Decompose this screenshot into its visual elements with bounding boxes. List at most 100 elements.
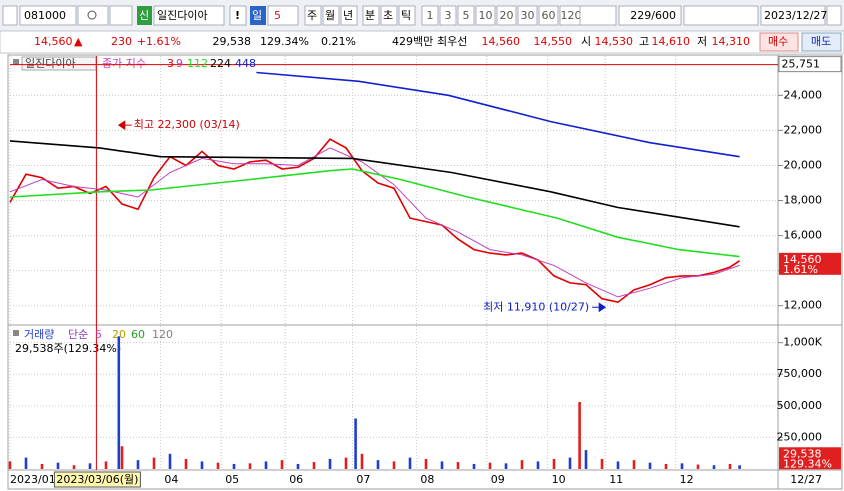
legend-entry: 224 (210, 57, 231, 70)
volume-bar (680, 463, 684, 469)
code-input[interactable] (19, 5, 77, 26)
x-tick-label: 11 (609, 473, 623, 486)
y-tick-label: 18,000 (784, 194, 823, 207)
ask: 14,560 (482, 35, 521, 48)
legend-entry: 448 (235, 57, 256, 70)
volume-bar (168, 453, 172, 469)
y-tick-label: 250,000 (777, 430, 823, 443)
series-line (9, 168, 740, 258)
credit-badge (137, 6, 152, 25)
interval-button[interactable] (538, 5, 559, 26)
x-tick-label: 04 (164, 473, 178, 486)
volume: 29,538 (213, 35, 252, 48)
volume-bar (200, 461, 204, 469)
interval-button[interactable] (439, 5, 457, 26)
price: 14,560 (34, 35, 73, 48)
annotation-arrow (117, 120, 132, 131)
interval-button[interactable] (496, 5, 517, 26)
interval-label: 60 (542, 9, 556, 22)
alert-button[interactable] (229, 5, 247, 26)
volume-bar (440, 461, 444, 469)
period-selected: 일 (252, 8, 262, 22)
calendar-button[interactable] (826, 5, 842, 26)
annotation: 최저 11,910 (10/27) (483, 300, 589, 313)
interval-label: 20 (500, 9, 514, 22)
legend-entry: 112 (187, 57, 208, 70)
period-button[interactable] (304, 5, 322, 26)
period-button[interactable] (340, 5, 358, 26)
volume-bar (552, 458, 556, 469)
series-line (256, 71, 740, 158)
period-label: 초 (383, 9, 393, 22)
volume-bar (40, 463, 44, 469)
volume-current: 29,538 (783, 447, 822, 460)
volume-bar (354, 418, 357, 469)
volume-bar (104, 461, 108, 469)
interval-button[interactable] (457, 5, 475, 26)
volume-bar (456, 462, 460, 469)
period-label: 주 (307, 9, 317, 22)
volume-ma-type: 단순 (68, 328, 88, 341)
x-tick-label: 2023/01 (10, 473, 56, 486)
period-button[interactable] (398, 5, 416, 26)
period-button[interactable] (362, 5, 380, 26)
name-box[interactable] (153, 5, 225, 26)
change-pct: +1.61% (137, 35, 181, 48)
period-label: 년 (343, 9, 353, 22)
volume-ma-legend: 5 (95, 328, 102, 341)
open: 14,530 (595, 35, 634, 48)
cursor-date: 2023/03/06(월) (56, 473, 138, 486)
interval-label: 10 (479, 9, 493, 22)
current-price-box (779, 252, 841, 275)
interval-button[interactable] (421, 5, 439, 26)
y-tick-label: 22,000 (784, 123, 823, 136)
alert-label: ! (235, 9, 240, 22)
volume-bar (328, 458, 332, 469)
y-tick-label: 20,000 (784, 158, 823, 171)
tool-icons[interactable] (683, 5, 759, 26)
low: 14,310 (712, 35, 751, 48)
price-arrow: ▲ (74, 35, 83, 48)
period-label: 분 (365, 9, 375, 22)
period-button[interactable] (380, 5, 398, 26)
buy-button[interactable] (759, 32, 799, 52)
volume-bar (280, 460, 284, 469)
panel-icon (13, 59, 19, 65)
volume-bar (648, 462, 652, 469)
bid: 14,550 (534, 35, 573, 48)
y-tick-label: 500,000 (777, 399, 823, 412)
volume-bar (24, 457, 28, 469)
volume-ma-legend: 120 (152, 328, 173, 341)
interval-button[interactable] (475, 5, 496, 26)
y-tick-label: 1,000K (783, 336, 822, 349)
sell-label: 매도 (811, 35, 831, 48)
quote-row (0, 30, 844, 54)
period-button[interactable] (322, 5, 340, 26)
volume-bar (578, 402, 581, 469)
interval-button[interactable] (517, 5, 538, 26)
volume-bar (136, 460, 140, 469)
blank-input[interactable] (579, 5, 617, 26)
x-tick-label: 08 (420, 473, 434, 486)
search-button[interactable] (77, 5, 109, 26)
volume-bar (584, 450, 588, 469)
x-tick-label: 12 (680, 473, 694, 486)
date-box[interactable] (760, 5, 826, 26)
menu-icon[interactable] (2, 5, 18, 26)
sell-button[interactable] (801, 32, 842, 52)
volume-bar (520, 460, 524, 469)
low-label: 저 (697, 35, 707, 48)
current-change: 1.61% (783, 263, 818, 276)
period-count-select[interactable] (267, 5, 299, 26)
high-label-box (778, 56, 842, 73)
sound-button[interactable] (109, 5, 133, 26)
interval-label: 1 (427, 9, 434, 22)
volume-bar (152, 457, 156, 469)
date: 2023/12/27 (764, 9, 827, 22)
volume-bar (712, 465, 716, 469)
interval-label: 30 (521, 9, 535, 22)
cursor-date-box (53, 471, 141, 488)
period-selected-button[interactable] (250, 6, 266, 25)
volume-ratio: 129.34% (260, 35, 309, 48)
